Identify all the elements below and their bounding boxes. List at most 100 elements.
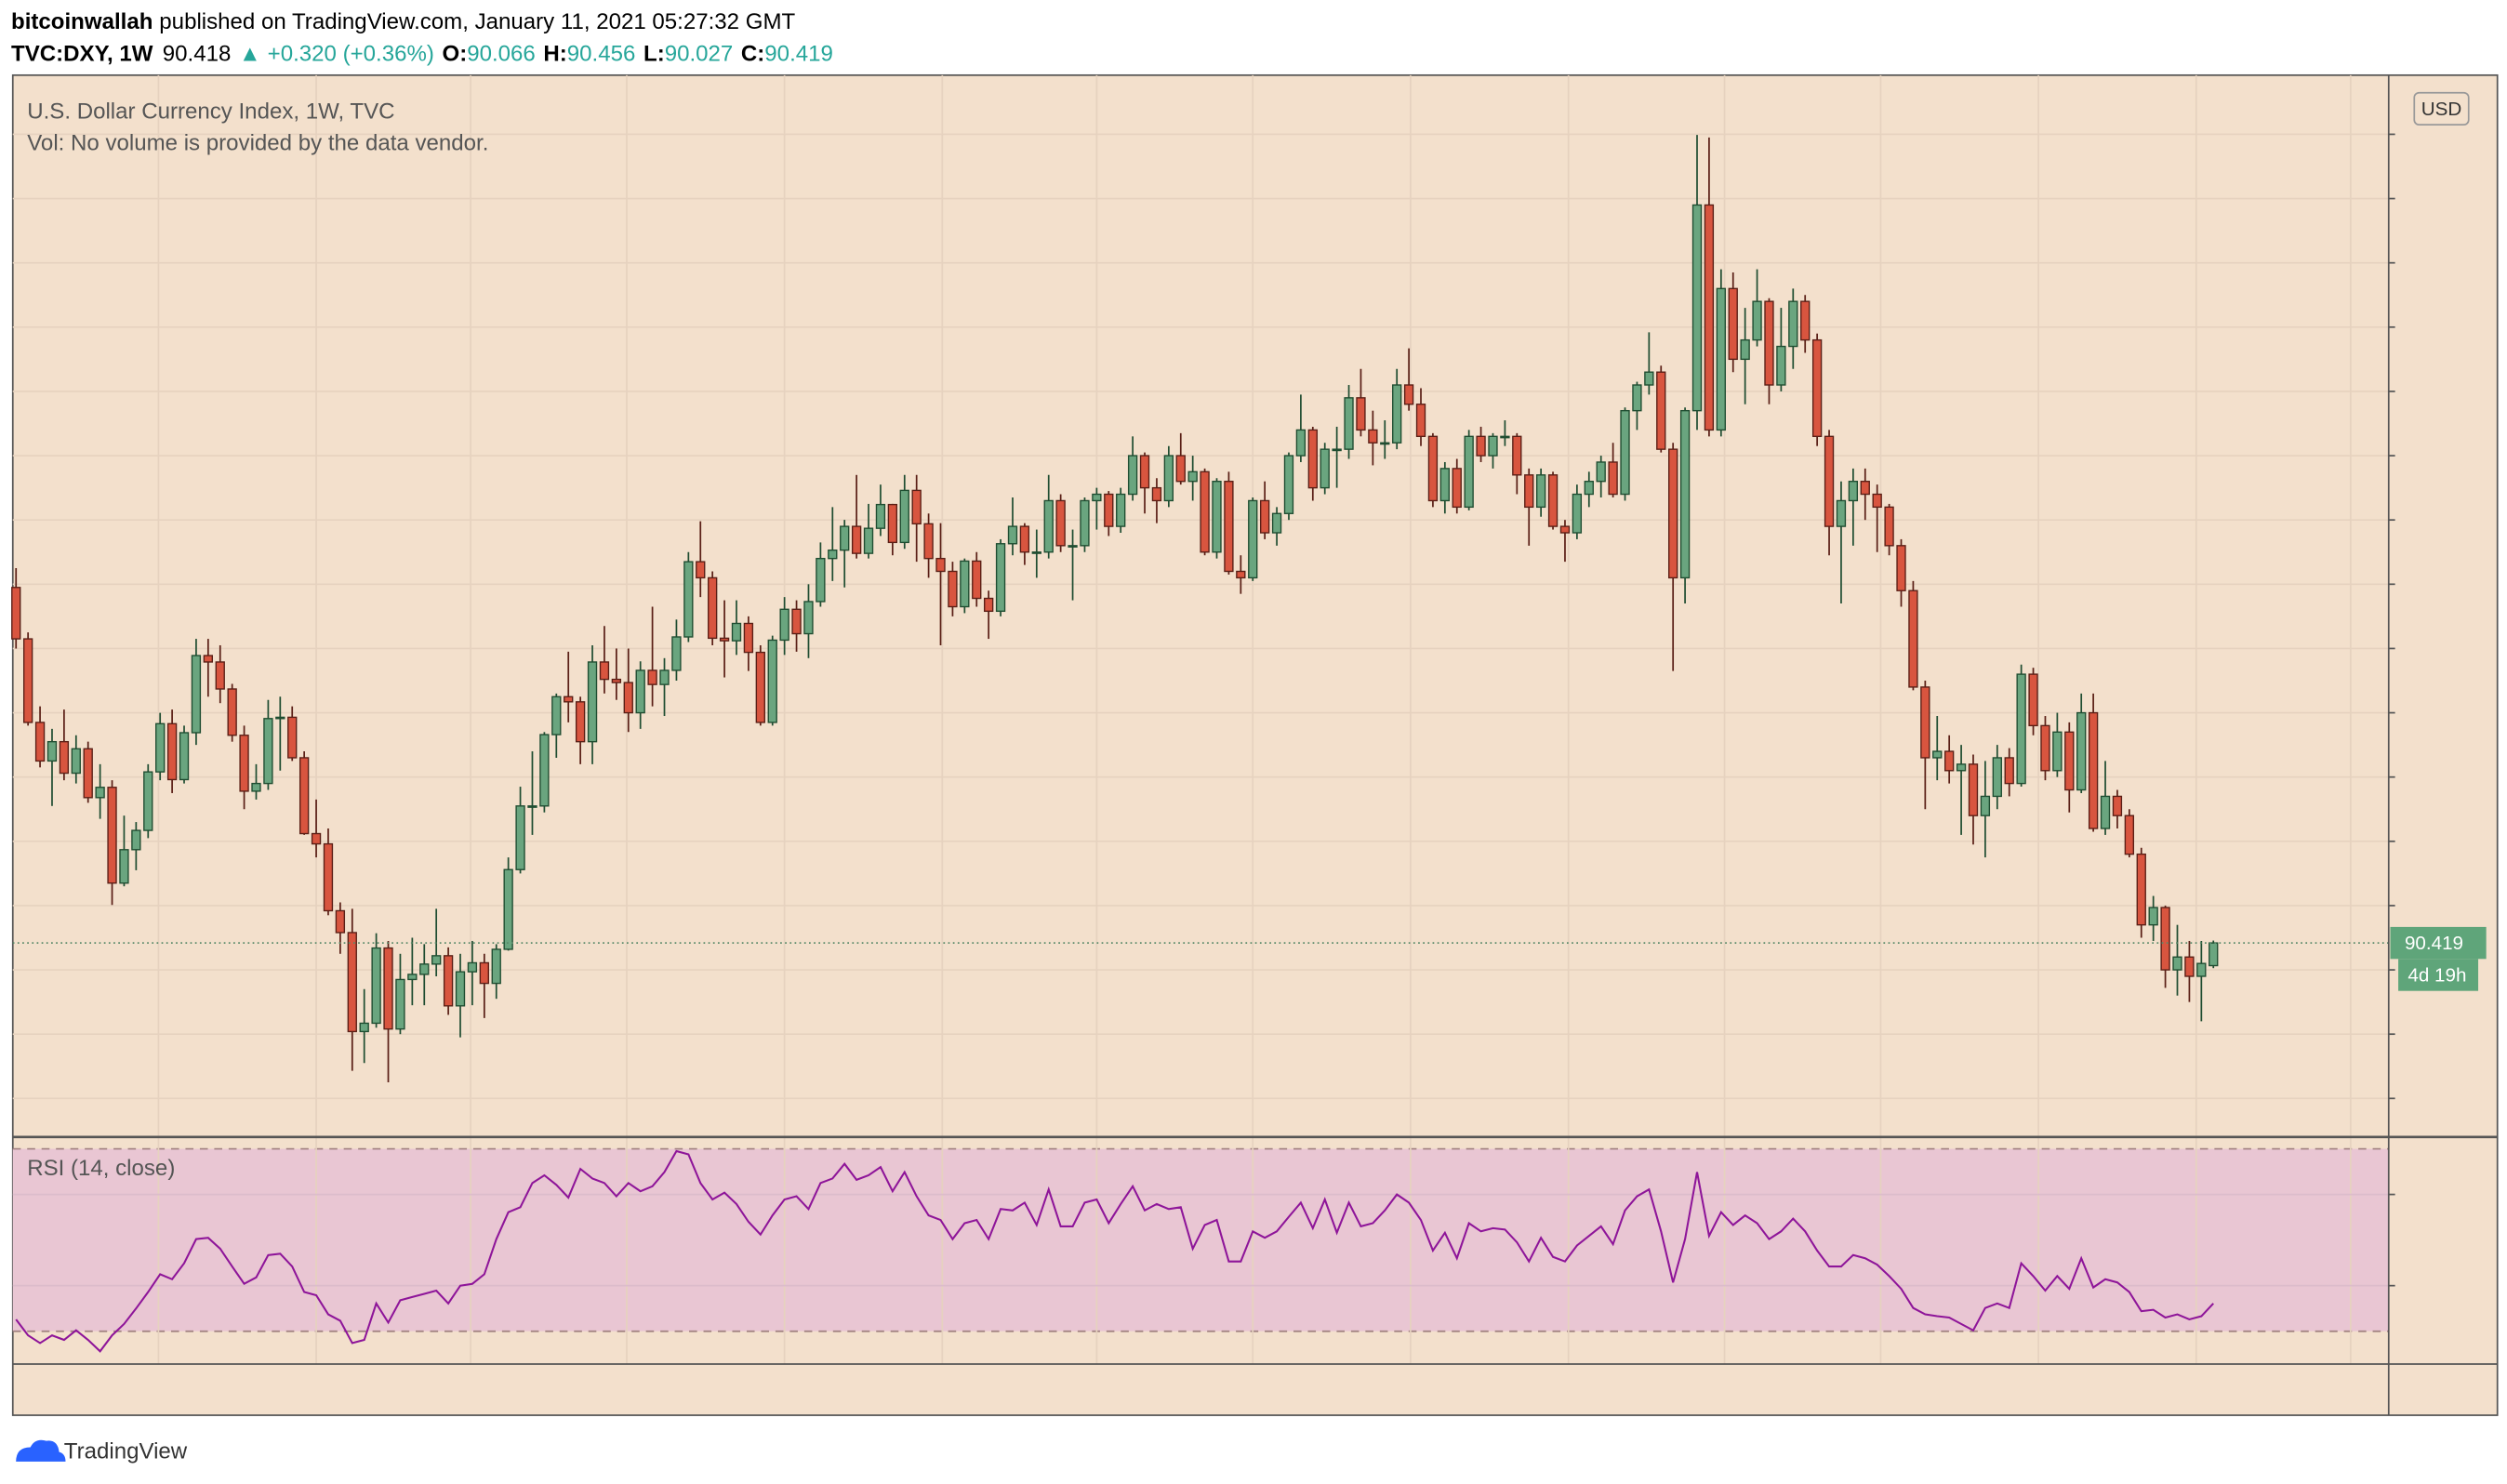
- candle-body: [347, 932, 357, 1033]
- candle-body: [564, 696, 574, 703]
- publisher: bitcoinwallah: [11, 9, 153, 34]
- candle-body: [323, 842, 334, 912]
- candle-body: [863, 527, 874, 554]
- candle-body: [1752, 300, 1762, 341]
- candle-body: [491, 948, 501, 985]
- candle-body: [1248, 499, 1258, 579]
- candle-body: [1848, 481, 1859, 502]
- candle-body: [1055, 499, 1066, 547]
- candle-body: [1476, 435, 1486, 457]
- candle-body: [948, 570, 958, 608]
- candle-body: [1392, 384, 1402, 444]
- candle-body: [2172, 956, 2182, 971]
- chart-subtitle: Vol: No volume is provided by the data v…: [27, 131, 488, 156]
- candle-body: [1932, 750, 1943, 759]
- candle-body: [623, 682, 633, 714]
- candle-body: [1151, 486, 1162, 502]
- candle-body: [1259, 499, 1270, 534]
- candle-body: [1908, 590, 1918, 688]
- change-arrow: ▲: [239, 41, 261, 66]
- candle-body: [503, 868, 513, 950]
- candle-body: [1679, 409, 1691, 579]
- candle-body: [1547, 474, 1559, 527]
- candle-body: [2112, 795, 2123, 816]
- candle-body: [359, 1022, 369, 1033]
- candle-body: [1007, 525, 1018, 545]
- candle-body: [155, 722, 166, 773]
- candle-body: [1704, 204, 1715, 431]
- candle-body: [659, 669, 670, 685]
- candle-body: [1212, 481, 1222, 553]
- candle-body: [419, 963, 430, 975]
- candle-body: [960, 560, 970, 608]
- candle-body: [2160, 907, 2170, 971]
- candle-body: [1980, 795, 1991, 816]
- candle-body: [587, 661, 598, 743]
- candle-body: [2124, 815, 2135, 855]
- countdown-box: [2398, 959, 2479, 991]
- candle-body: [107, 787, 117, 884]
- candle-body: [1320, 448, 1330, 489]
- candle-body: [647, 669, 657, 685]
- candle-body: [1139, 455, 1150, 489]
- candle-body: [1992, 757, 2002, 798]
- candle-body: [2148, 907, 2158, 926]
- candle-body: [479, 961, 489, 985]
- candle-body: [1596, 461, 1606, 483]
- candle-body: [1920, 686, 1930, 759]
- candle-body: [1019, 525, 1030, 553]
- candle-body: [1332, 448, 1342, 452]
- candle-body: [1656, 371, 1666, 450]
- candle-body: [143, 771, 153, 831]
- candle-body: [1415, 404, 1426, 438]
- candle-body: [1439, 468, 1450, 502]
- candle-body: [263, 718, 273, 785]
- candle-body: [1524, 474, 1534, 509]
- candle-body: [2028, 673, 2038, 727]
- candle-body: [1884, 506, 1894, 547]
- candle-body: [1224, 481, 1234, 573]
- candle-body: [1344, 397, 1354, 450]
- publish-line: bitcoinwallah published on TradingView.co…: [11, 9, 795, 34]
- candle-body: [828, 549, 838, 560]
- candle-body: [166, 722, 178, 781]
- candle-body: [1535, 474, 1546, 509]
- currency-box: [2413, 91, 2470, 126]
- grid-layer: [12, 74, 2395, 1365]
- candle-body: [1380, 442, 1390, 445]
- candle-body: [671, 636, 682, 671]
- candle-body: [71, 748, 81, 775]
- candle-body: [1403, 384, 1414, 405]
- candle-body: [887, 503, 898, 544]
- candle-body: [1307, 429, 1318, 489]
- candle-body: [1068, 545, 1078, 548]
- ohlc-label: H:: [543, 41, 566, 66]
- candle-body: [1800, 300, 1811, 341]
- ohlc-label: O:: [442, 41, 467, 66]
- brand: TradingView: [64, 1438, 188, 1464]
- candle-body: [1163, 455, 1174, 502]
- candle-body: [298, 757, 310, 835]
- candle-body: [95, 787, 105, 799]
- symbol: TVC:DXY, 1W: [11, 41, 153, 66]
- candle-body: [203, 655, 214, 663]
- candle-body: [1716, 287, 1726, 431]
- ohlc-value: 90.419: [764, 41, 833, 66]
- candle-body: [972, 560, 982, 600]
- price-label-box: [2390, 926, 2487, 960]
- candle-body: [1956, 763, 1967, 772]
- candle-body: [311, 832, 322, 845]
- candle-body: [708, 576, 718, 640]
- candle-body: [767, 639, 777, 723]
- candle-body: [1728, 287, 1738, 361]
- candle-body: [227, 688, 237, 736]
- candle-body: [1668, 448, 1678, 579]
- candle-body: [179, 732, 190, 781]
- candle-body: [1080, 499, 1090, 547]
- candle-body: [551, 696, 562, 735]
- candle-body: [431, 955, 442, 965]
- candle-body: [1632, 384, 1642, 412]
- candle-body: [2016, 673, 2026, 785]
